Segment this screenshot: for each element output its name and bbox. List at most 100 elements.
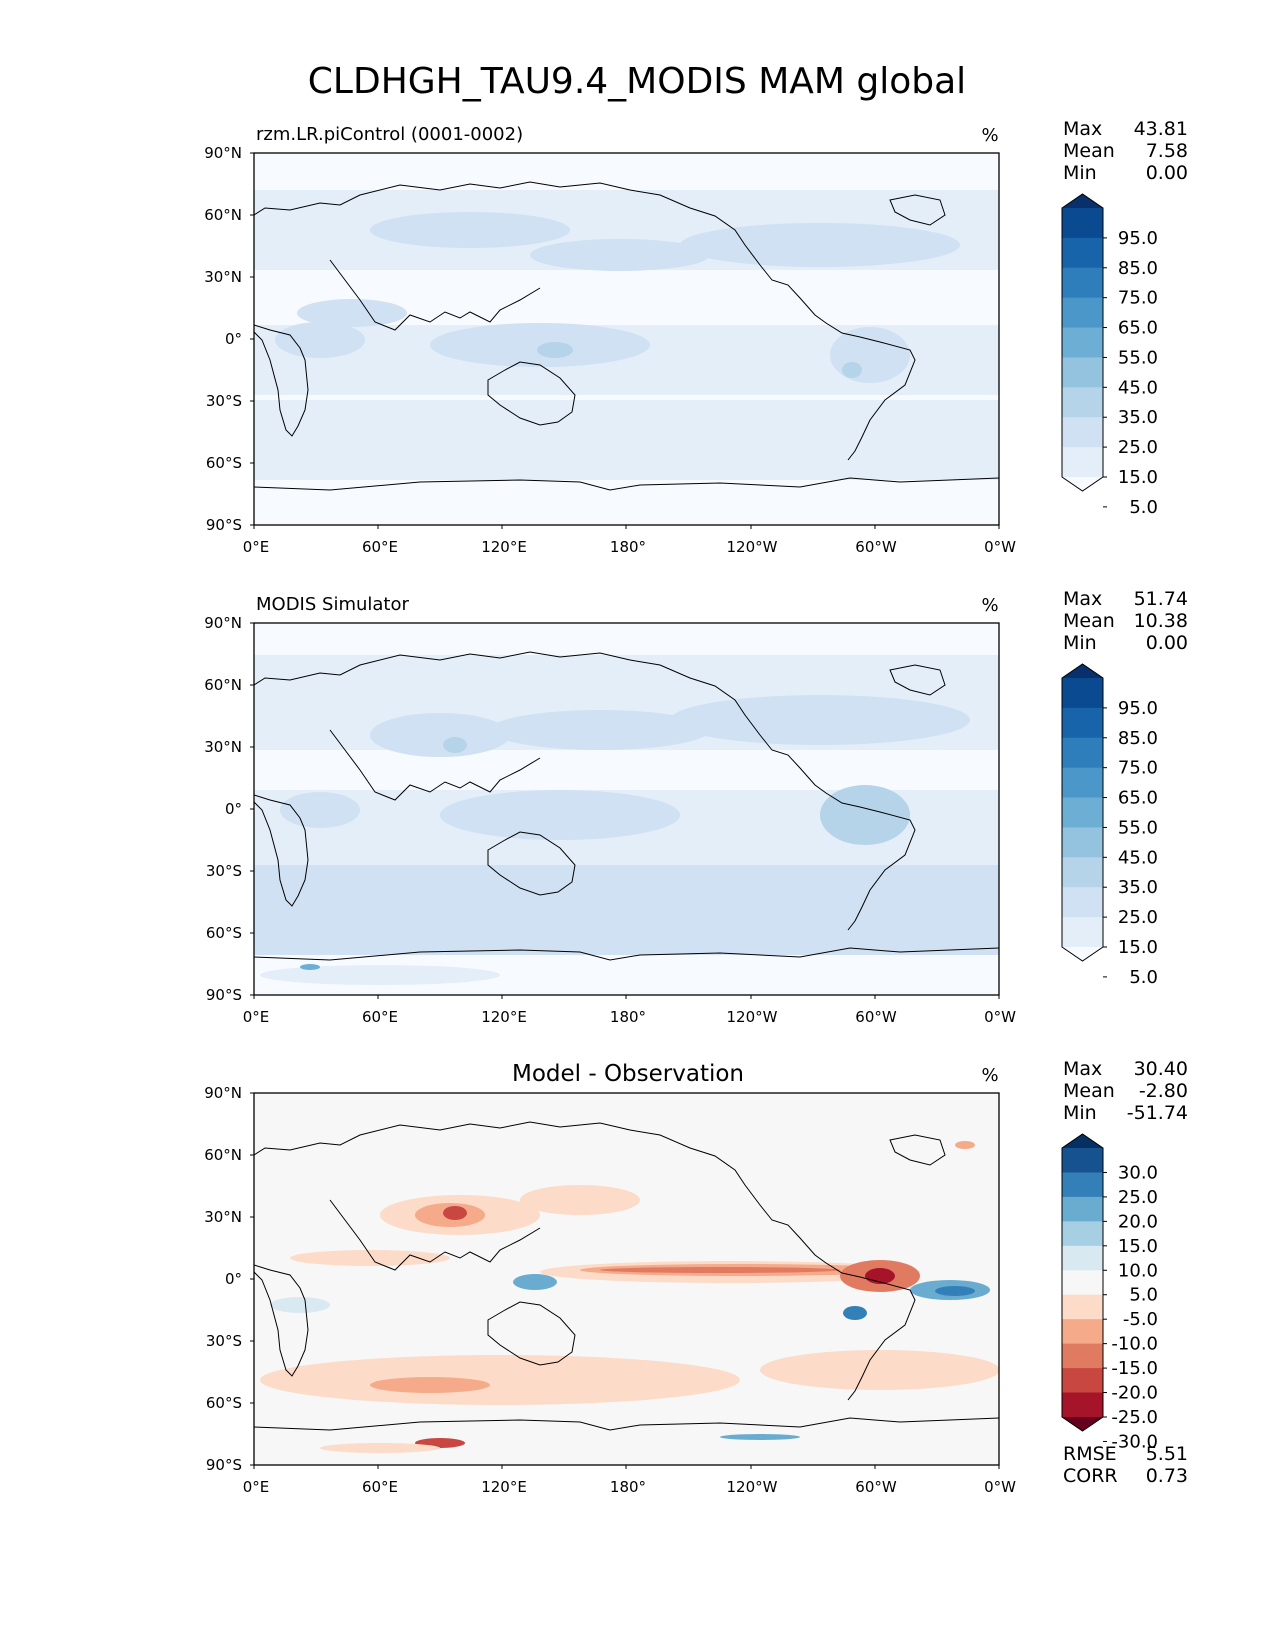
colorbar-band — [1062, 1319, 1103, 1345]
stat-label: Min — [1063, 1102, 1097, 1124]
y-tick-labels: 90°N 60°N 30°N 0° 30°S 60°S 90°S — [204, 1084, 242, 1474]
colorbar-tick-label: 85.0 — [1118, 728, 1158, 749]
colorbar-band — [1062, 447, 1103, 478]
colorbar-band — [1062, 737, 1103, 769]
antarctica-outline — [254, 477, 999, 491]
panel-units: % — [981, 595, 998, 616]
stats-block: Max 43.81 Mean 7.58 Min 0.00 — [1063, 118, 1188, 184]
stat-label: Max — [1063, 1058, 1102, 1080]
colorbar-band — [1062, 208, 1103, 239]
x-tick-label: 60°E — [362, 538, 398, 556]
y-tick-label: 90°S — [206, 1456, 242, 1474]
map-frame — [250, 1092, 1000, 1469]
colorbar-band — [1062, 857, 1103, 888]
colorbar-tick-label: 45.0 — [1118, 847, 1158, 868]
x-tick-label: 180° — [610, 1478, 646, 1496]
stats-block: Max 30.40 Mean -2.80 Min -51.74 — [1063, 1058, 1188, 1124]
y-tick-label: 90°N — [204, 614, 242, 632]
stat-value: 0.00 — [1146, 632, 1188, 654]
australia-outline — [487, 831, 576, 896]
colorbar-tick-label: 95.0 — [1118, 698, 1158, 719]
x-tick-label: 120°E — [481, 538, 527, 556]
antarctica-outline — [254, 947, 999, 961]
colorbar-band — [1062, 797, 1103, 828]
colorbar-extend-bottom — [1062, 477, 1103, 491]
footer-stats: RMSE 5.51 CORR 0.73 — [1063, 1443, 1188, 1487]
colorbar-tick-label: 55.0 — [1118, 347, 1158, 368]
colorbar-band — [1062, 707, 1103, 739]
colorbar-band — [1062, 297, 1103, 329]
coastlines — [254, 1121, 999, 1431]
y-tick-label: 90°S — [206, 986, 242, 1004]
colorbar-band — [1062, 1196, 1103, 1222]
y-tick-label: 30°N — [204, 1208, 242, 1226]
eurasia-south-outline — [329, 1199, 541, 1271]
x-tick-label: 0°W — [984, 1008, 1016, 1026]
x-tick-labels: 0°E 60°E 120°E 180° 120°W 60°W 0°W — [243, 538, 1016, 556]
colorbar-band — [1062, 887, 1103, 918]
colorbar-tick-label: 55.0 — [1118, 817, 1158, 838]
colorbar-extend-top — [1062, 1134, 1103, 1148]
colorbar-band — [1062, 1245, 1103, 1271]
x-tick-label: 120°W — [727, 1478, 778, 1496]
colorbar-tick-label: 30.0 — [1118, 1162, 1158, 1183]
x-tick-label: 0°E — [243, 538, 270, 556]
x-tick-label: 60°E — [362, 1478, 398, 1496]
australia-outline — [487, 361, 576, 426]
colorbar-tick-label: -5.0 — [1123, 1309, 1158, 1330]
stat-value: -2.80 — [1139, 1080, 1188, 1102]
colorbar-band — [1062, 678, 1103, 709]
colorbar-tick-label: 65.0 — [1118, 788, 1158, 809]
colorbar-tick-label: 15.0 — [1118, 1236, 1158, 1257]
stat-value: 10.38 — [1134, 610, 1188, 632]
stat-value: 5.51 — [1146, 1443, 1188, 1465]
panel-observation: MODIS Simulator % — [204, 588, 1188, 1026]
coastlines — [254, 181, 999, 491]
x-tick-label: 60°W — [855, 1478, 897, 1496]
colorbar-extend-bottom — [1062, 1417, 1103, 1431]
y-tick-label: 0° — [225, 330, 242, 348]
y-tick-label: 60°S — [206, 924, 242, 942]
x-tick-label: 60°W — [855, 538, 897, 556]
greenland-outline — [889, 1134, 946, 1166]
x-tick-label: 120°E — [481, 1478, 527, 1496]
panel-difference: Model - Observation % — [204, 1058, 1188, 1496]
colorbar-tick-label: -10.0 — [1111, 1334, 1158, 1355]
map-frame — [250, 622, 1000, 999]
colorbar-tick-label: 20.0 — [1118, 1211, 1158, 1232]
colorbar-band — [1062, 417, 1103, 448]
colorbar-tick-label: 35.0 — [1118, 877, 1158, 898]
stat-label: Max — [1063, 118, 1102, 140]
colorbar-band — [1062, 1221, 1103, 1247]
y-tick-labels: 90°N 60°N 30°N 0° 30°S 60°S 90°S — [204, 144, 242, 534]
colorbar-tick-label: 5.0 — [1129, 497, 1158, 518]
x-tick-label: 0°E — [243, 1008, 270, 1026]
y-tick-label: 60°N — [204, 206, 242, 224]
colorbar-band — [1062, 1294, 1103, 1320]
x-tick-label: 120°E — [481, 1008, 527, 1026]
x-tick-label: 120°W — [727, 538, 778, 556]
stat-label: Min — [1063, 632, 1097, 654]
panel-left-title: MODIS Simulator — [256, 594, 409, 615]
y-tick-label: 60°N — [204, 676, 242, 694]
map-field — [254, 1093, 999, 1465]
colorbar-tick-label: 75.0 — [1118, 288, 1158, 309]
colorbar-band — [1062, 357, 1103, 388]
colorbar-tick-label: 35.0 — [1118, 407, 1158, 428]
y-tick-label: 30°N — [204, 738, 242, 756]
y-tick-label: 60°S — [206, 1394, 242, 1412]
colorbar: 95.0 85.0 75.0 65.0 55.0 45.0 35.0 25.0 15.0 5.0 — [1061, 663, 1158, 988]
x-tick-label: 60°E — [362, 1008, 398, 1026]
antarctica-outline — [254, 1417, 999, 1431]
y-tick-label: 90°S — [206, 516, 242, 534]
x-tick-label: 60°W — [855, 1008, 897, 1026]
colorbar-band — [1062, 1392, 1103, 1418]
stat-label: Min — [1063, 162, 1097, 184]
stat-value: 30.40 — [1134, 1058, 1188, 1080]
stat-value: 43.81 — [1134, 118, 1188, 140]
stats-block: Max 51.74 Mean 10.38 Min 0.00 — [1063, 588, 1188, 654]
colorbar-band — [1062, 1270, 1103, 1296]
colorbar-tick-label: 75.0 — [1118, 758, 1158, 779]
stat-label: Mean — [1063, 140, 1115, 162]
